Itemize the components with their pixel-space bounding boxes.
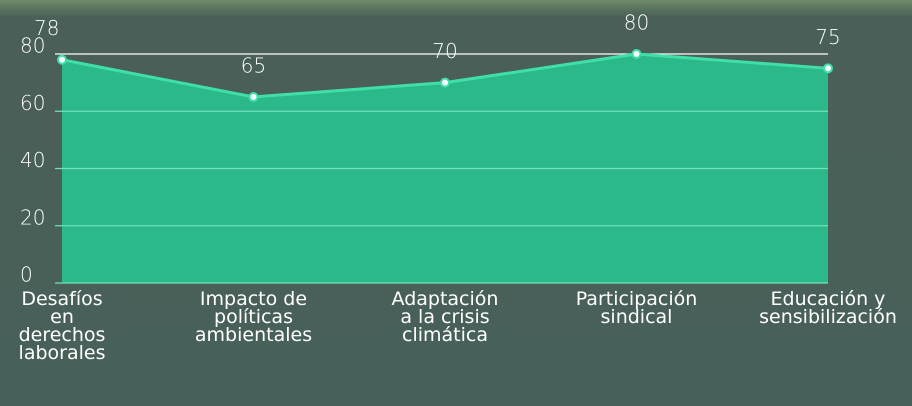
point <box>441 79 449 87</box>
data-label: 75 <box>815 25 840 49</box>
x-tick-label: Desafíos en derechos laborales <box>19 290 106 362</box>
y-tick-label: 20 <box>20 205 45 229</box>
chart-screen: 0204060807865708075 Desafíos en derechos… <box>0 0 912 406</box>
data-label: 65 <box>241 53 266 77</box>
point <box>250 93 258 101</box>
y-tick-label: 0 <box>20 263 33 287</box>
x-tick-label: Impacto de políticas ambientales <box>195 290 312 344</box>
x-tick-label: Adaptación a la crisis climática <box>392 290 499 344</box>
x-tick-label: Educación y sensibilización <box>759 290 897 326</box>
y-tick-label: 60 <box>20 91 45 115</box>
y-tick-label: 40 <box>20 148 45 172</box>
point <box>633 50 641 58</box>
data-label: 80 <box>624 11 649 35</box>
point <box>58 56 66 64</box>
point <box>824 64 832 72</box>
data-label: 70 <box>432 39 457 63</box>
data-label: 78 <box>34 16 59 40</box>
x-tick-label: Participación sindical <box>576 290 698 326</box>
